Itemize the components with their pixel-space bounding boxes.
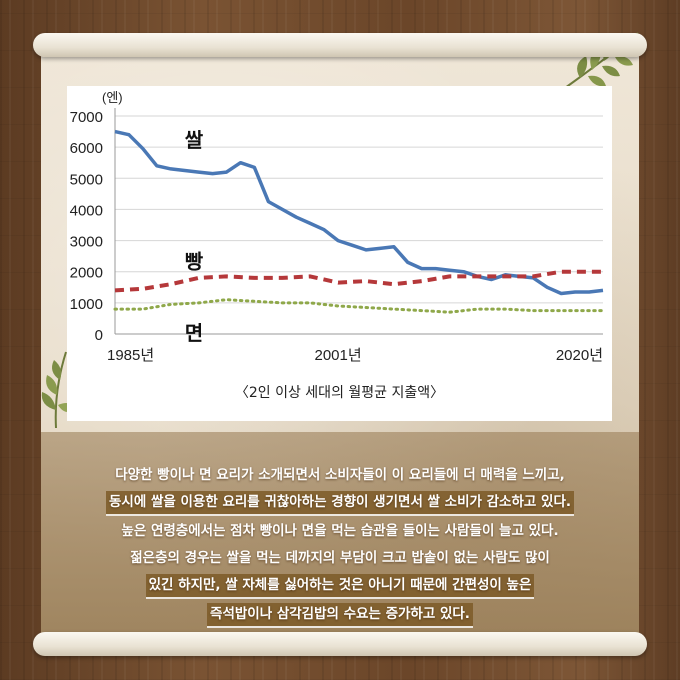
y-tick-label: 0: [95, 327, 103, 344]
y-tick-label: 5000: [70, 171, 103, 188]
y-tick-label: 4000: [70, 202, 103, 219]
scroll-roller-bottom: [33, 632, 647, 656]
description-line: 다양한 빵이나 면 요리가 소개되면서 소비자들이 이 요리들에 더 매력을 느…: [115, 467, 565, 483]
x-tick-label: 2020년: [556, 347, 603, 364]
description-line-highlighted: 있긴 하지만, 쌀 자체를 싫어하는 것은 아니기 때문에 간편성이 높은: [145, 574, 535, 599]
description-line-highlighted: 동시에 쌀을 이용한 요리를 귀찮아하는 경향이 생기면서 쌀 소비가 감소하고…: [106, 491, 574, 516]
description-line: 높은 연령층에서는 점차 빵이나 면을 먹는 습관을 들이는 사람들이 늘고 있…: [121, 523, 559, 539]
description-line-highlighted: 즉석밥이나 삼각김밥의 수요는 증가하고 있다.: [207, 603, 473, 628]
x-tick-label: 1985년: [107, 347, 154, 364]
series-label: 빵: [185, 250, 204, 273]
y-tick-label: 6000: [70, 140, 103, 157]
scroll-paper-lower-tint: [41, 432, 639, 635]
series-line-면: [113, 298, 605, 314]
line-chart: 0 1000 2000 3000 4000 5000 6000 7000 (엔) 1985년 200…: [70, 90, 605, 364]
description-block: 다양한 빵이나 면 요리가 소개되면서 소비자들이 이 요리들에 더 매력을 느…: [60, 462, 620, 630]
y-tick-label: 7000: [70, 109, 103, 126]
y-tick-label: 3000: [70, 234, 103, 251]
description-line: 젊은층의 경우는 쌀을 먹는 데까지의 부담이 크고 밥솥이 없는 사람도 많이: [130, 550, 550, 566]
y-unit-label: (엔): [102, 90, 123, 105]
y-tick-label: 1000: [70, 296, 103, 313]
x-tick-label: 2001년: [314, 347, 361, 364]
chart-card: 0 1000 2000 3000 4000 5000 6000 7000 (엔) 1985년 200…: [67, 86, 612, 421]
chart-caption: 〈2인 이상 세대의 월평균 지출액〉: [234, 385, 445, 401]
series-label: 면: [185, 322, 203, 345]
series-line-빵: [114, 269, 603, 293]
y-tick-label: 2000: [70, 265, 103, 282]
series-label: 쌀: [185, 129, 204, 152]
scroll-roller-top: [33, 33, 647, 57]
